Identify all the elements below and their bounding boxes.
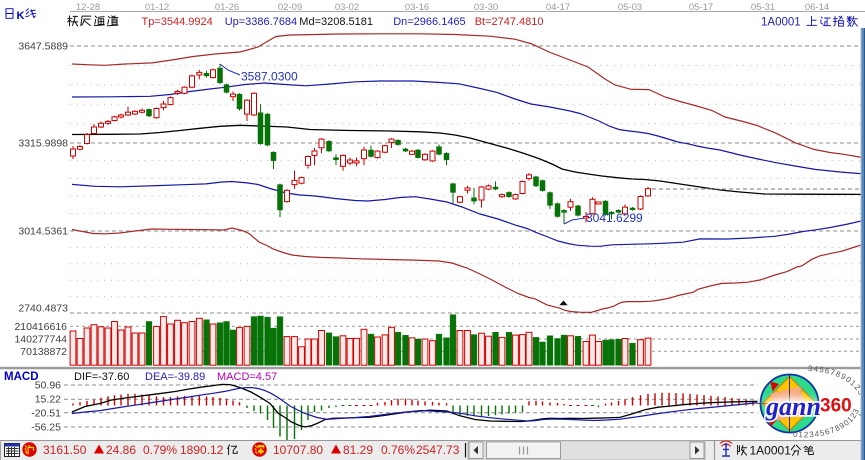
svg-text:05-31: 05-31: [751, 2, 775, 13]
svg-text:MACD=4.57: MACD=4.57: [217, 371, 277, 383]
svg-text:15.22: 15.22: [35, 394, 61, 406]
svg-text:3161.50: 3161.50: [43, 443, 87, 457]
svg-text:DIF=-37.60: DIF=-37.60: [74, 371, 129, 383]
svg-text:DEA=-39.89: DEA=-39.89: [145, 371, 205, 383]
svg-text:Dn=2966.1465: Dn=2966.1465: [393, 16, 465, 28]
svg-text:-56.25: -56.25: [31, 422, 61, 434]
svg-text:gann: gann: [765, 392, 821, 421]
svg-text:06-14: 06-14: [805, 2, 829, 13]
svg-text:81.29: 81.29: [343, 443, 373, 457]
svg-text:03-02: 03-02: [335, 2, 359, 13]
svg-text:05-03: 05-03: [618, 2, 642, 13]
svg-text:0.79%: 0.79%: [143, 443, 177, 457]
svg-text:10707.80: 10707.80: [273, 443, 323, 457]
svg-text:1A0001: 1A0001: [761, 17, 801, 29]
svg-text:3587.0300: 3587.0300: [241, 70, 298, 84]
svg-text:-20.51: -20.51: [31, 407, 61, 419]
svg-text:05-17: 05-17: [689, 2, 713, 13]
svg-text:04-17: 04-17: [546, 2, 570, 13]
svg-text:03-16: 03-16: [405, 2, 429, 13]
svg-text:Md=3208.5181: Md=3208.5181: [299, 16, 373, 28]
svg-text:12-28: 12-28: [76, 2, 100, 13]
svg-text:1890.12: 1890.12: [180, 443, 224, 457]
svg-text:02-09: 02-09: [278, 2, 302, 13]
svg-text:K: K: [17, 10, 25, 22]
svg-text:2547.73: 2547.73: [416, 443, 460, 457]
svg-text:01-26: 01-26: [215, 2, 239, 13]
svg-text:360: 360: [820, 396, 852, 417]
svg-text:Tp=3544.9924: Tp=3544.9924: [142, 16, 213, 28]
svg-text:3041.6299: 3041.6299: [586, 211, 643, 225]
svg-text:MACD: MACD: [4, 371, 39, 383]
svg-text:24.86: 24.86: [106, 443, 136, 457]
svg-text:3647.5889: 3647.5889: [18, 41, 68, 53]
svg-text:2740.4873: 2740.4873: [18, 303, 68, 315]
svg-text:Bt=2747.4810: Bt=2747.4810: [475, 16, 544, 28]
svg-text:1A0001: 1A0001: [750, 444, 792, 458]
svg-text:gann: gann: [765, 392, 821, 421]
svg-text:0.76%: 0.76%: [381, 443, 415, 457]
svg-text:3014.5361: 3014.5361: [18, 226, 68, 238]
svg-text:140277744: 140277744: [14, 334, 67, 346]
svg-text:01-12: 01-12: [145, 2, 169, 13]
svg-text:03-30: 03-30: [474, 2, 498, 13]
svg-text:Up=3386.7684: Up=3386.7684: [225, 16, 297, 28]
svg-text:70138872: 70138872: [20, 346, 67, 358]
svg-text:50.96: 50.96: [35, 380, 61, 392]
svg-text:3315.9898: 3315.9898: [18, 138, 68, 150]
svg-text:210416616: 210416616: [14, 321, 67, 333]
